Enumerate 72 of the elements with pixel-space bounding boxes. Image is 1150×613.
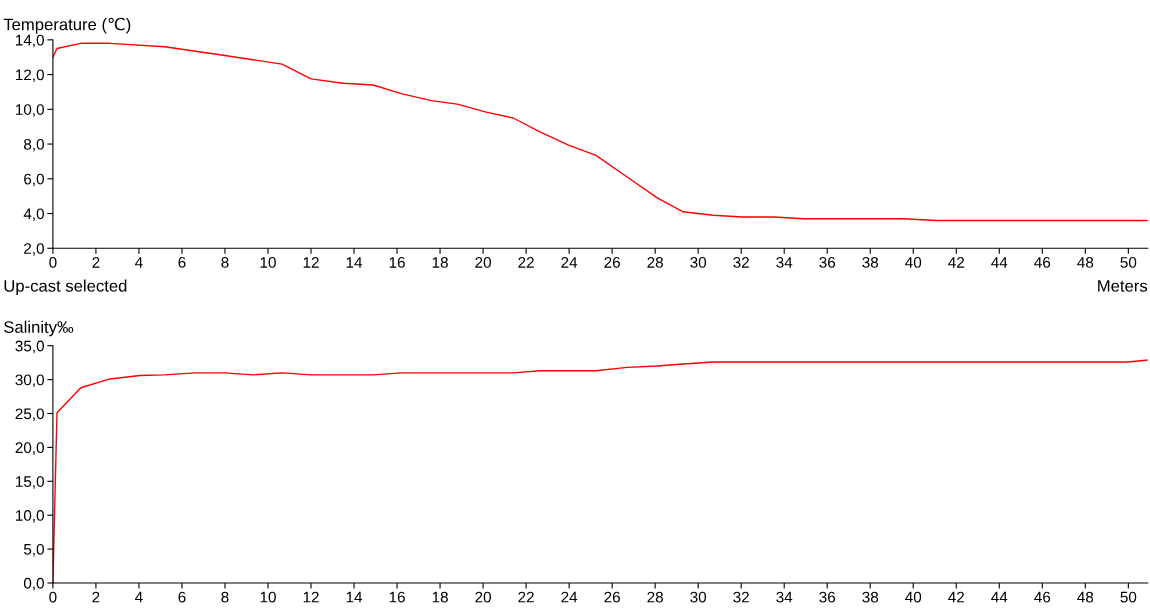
x-tick-label: 16 — [389, 257, 405, 268]
y-tick-label: 14,0 — [16, 34, 44, 48]
x-tick-label: 14 — [346, 591, 363, 603]
x-tick-label: 50 — [1120, 591, 1137, 603]
x-tick-label: 2 — [92, 591, 100, 603]
x-tick-label: 24 — [561, 257, 578, 268]
x-tick-label: 8 — [221, 591, 229, 603]
y-tick-label: 10,0 — [16, 510, 44, 523]
line-series — [52, 42, 1148, 222]
x-tick-label: 24 — [561, 591, 578, 603]
y-axis-title: Temperature (℃) — [3, 17, 131, 34]
x-tick-label: 6 — [178, 591, 186, 603]
x-tick-label: 50 — [1120, 257, 1137, 268]
x-tick-label: 0 — [49, 257, 57, 268]
x-tick-label: 4 — [135, 257, 143, 268]
x-tick-label: 36 — [819, 257, 836, 268]
x-tick-label: 46 — [1034, 591, 1051, 603]
x-tick-label: 34 — [776, 257, 793, 268]
x-tick-label: 38 — [862, 591, 879, 603]
x-tick-label: 22 — [518, 257, 534, 268]
x-tick-label: 30 — [690, 257, 707, 268]
x-tick-label: 4 — [135, 591, 143, 603]
y-tick-label: 2,0 — [24, 243, 44, 256]
x-tick-label: 32 — [733, 591, 749, 603]
y-tick-label: 5,0 — [23, 543, 44, 557]
x-tick-label: 26 — [604, 591, 620, 603]
x-tick-label: 18 — [432, 591, 448, 603]
x-tick-label: 46 — [1034, 257, 1051, 268]
x-tick-label: 20 — [475, 591, 491, 603]
y-tick-label: 15,0 — [16, 476, 44, 489]
x-tick-label: 30 — [690, 591, 707, 603]
x-tick-label: 12 — [303, 257, 319, 268]
x-tick-label: 2 — [92, 257, 100, 268]
y-tick-label: 35,0 — [15, 340, 44, 354]
x-tick-label: 42 — [948, 257, 964, 268]
text: Up-cast selected — [4, 279, 127, 296]
x-tick-label: 12 — [303, 591, 319, 603]
x-tick-label: 10 — [260, 257, 276, 268]
x-tick-label: 10 — [260, 591, 276, 603]
x-tick-label: 18 — [432, 257, 448, 268]
x-tick-label: 48 — [1077, 591, 1094, 603]
x-tick-label: 36 — [819, 591, 836, 603]
x-tick-label: 26 — [604, 257, 620, 268]
y-tick-label: 4,0 — [23, 208, 44, 222]
y-tick-label: 12,0 — [16, 69, 44, 83]
y-tick-label: 10,0 — [16, 104, 44, 117]
x-axis-title: Meters — [1098, 280, 1148, 292]
x-tick-label: 44 — [991, 591, 1008, 603]
y-tick-label: 6,0 — [24, 173, 44, 187]
x-tick-label: 48 — [1077, 257, 1094, 268]
y-tick-label: 25,0 — [15, 408, 44, 421]
y-tick-label: 30,0 — [15, 374, 44, 388]
x-tick-label: 6 — [178, 257, 186, 268]
x-tick-label: 44 — [991, 257, 1008, 268]
x-tick-label: 40 — [905, 591, 922, 603]
x-tick-label: 40 — [905, 257, 922, 268]
y-tick-label: 20,0 — [15, 442, 44, 455]
x-tick-label: 20 — [475, 257, 491, 268]
x-tick-label: 0 — [49, 591, 57, 603]
x-tick-label: 42 — [948, 591, 964, 603]
x-tick-label: 8 — [221, 257, 229, 268]
x-tick-label: 22 — [518, 591, 534, 603]
x-tick-label: 34 — [776, 591, 793, 603]
y-tick-label: 8,0 — [23, 138, 44, 152]
x-tick-label: 32 — [733, 257, 749, 268]
x-tick-label: 16 — [389, 591, 405, 603]
y-tick-label: 0,0 — [23, 577, 44, 591]
x-tick-label: 28 — [647, 257, 663, 268]
y-axis-title: Salinity‰ — [4, 320, 74, 337]
x-tick-label: 14 — [346, 257, 363, 268]
x-tick-label: 28 — [647, 591, 663, 603]
x-tick-label: 38 — [862, 257, 879, 268]
